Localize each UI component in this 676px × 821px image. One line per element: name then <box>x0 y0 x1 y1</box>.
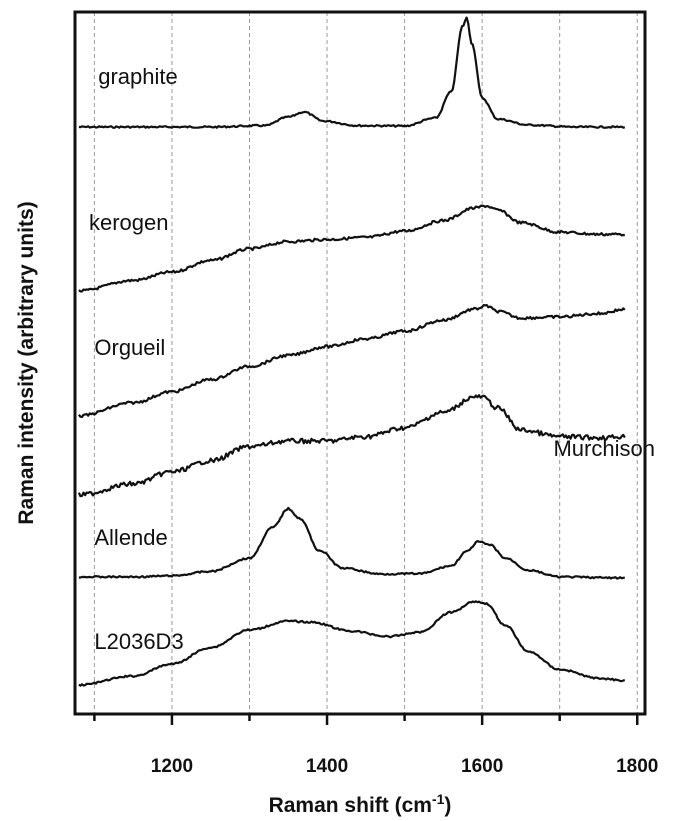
series-label-graphite: graphite <box>98 64 178 89</box>
series-label-l2036d3: L2036D3 <box>94 629 183 654</box>
x-axis-title-superscript: -1 <box>432 791 445 807</box>
y-axis-title: Raman intensity (arbitrary units) <box>15 201 38 524</box>
x-axis-title: Raman shift (cm-1) <box>269 791 452 817</box>
x-tick-label-1800: 1800 <box>616 756 658 777</box>
series-label-orgueil: Orgueil <box>94 335 165 360</box>
x-axis-ticks: 1200 1400 1600 1800 <box>93 714 658 777</box>
series-l2036d3-line <box>78 600 626 687</box>
x-tick-label-1200: 1200 <box>151 756 193 777</box>
series-label-kerogen: kerogen <box>89 210 169 235</box>
x-tick-label-1400: 1400 <box>306 756 348 777</box>
series-orgueil-line <box>78 304 626 419</box>
series-graphite-line <box>78 16 626 129</box>
plot-frame <box>73 10 647 716</box>
series-kerogen-line <box>78 204 626 293</box>
grid-lines <box>93 12 638 714</box>
spectra-series: graphite kerogen Orgueil Murchison Allende L2… <box>77 16 655 687</box>
series-label-allende: Allende <box>94 525 167 550</box>
series-label-murchison: Murchison <box>553 436 654 461</box>
series-murchison-line <box>77 394 626 498</box>
x-tick-label-1600: 1600 <box>461 756 503 777</box>
series-allende-line <box>78 506 625 580</box>
